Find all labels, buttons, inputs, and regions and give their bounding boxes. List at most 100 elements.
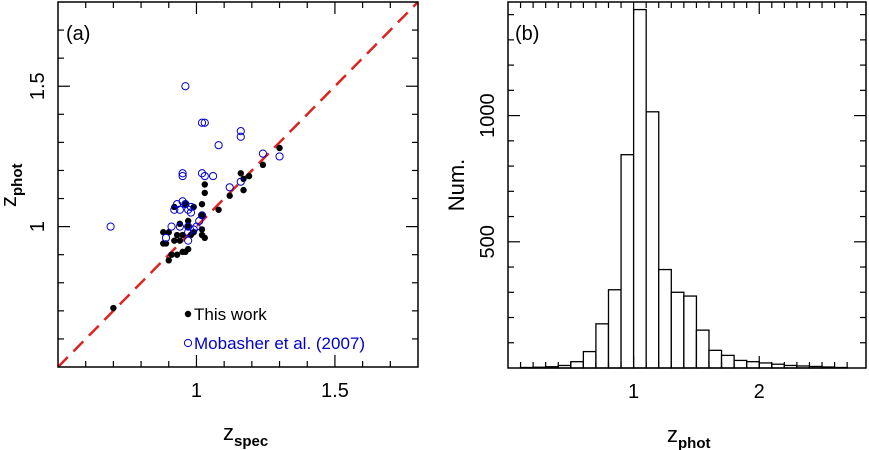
data-point-mobasher (236, 127, 245, 136)
panel-b: (b) 1 2 500 1000 zphot Num. (444, 1, 867, 450)
data-point-this-work (110, 304, 117, 312)
data-point-mobasher (197, 211, 207, 220)
data-point-this-work (184, 245, 192, 253)
data-point-mobasher (181, 82, 190, 91)
data-point-this-work (171, 237, 178, 244)
one-to-one-reference-line (58, 2, 418, 367)
histogram-bar (670, 291, 685, 369)
x-axis-label-main: z (223, 420, 234, 445)
data-point-mobasher (106, 222, 115, 231)
histogram-bar (695, 329, 710, 369)
histogram-bar (607, 289, 622, 369)
panel-a-frame (57, 1, 419, 368)
histogram-bar (733, 359, 748, 369)
data-point-mobasher (178, 171, 187, 181)
histogram-bar (683, 295, 698, 369)
data-point-this-work (215, 206, 222, 213)
data-point-mobasher (189, 225, 198, 234)
histogram-bars (519, 8, 848, 369)
data-point-this-work (237, 170, 244, 177)
panel-b-frame (507, 1, 867, 369)
legend-label-this-work: This work (194, 305, 267, 324)
data-point-mobasher (186, 202, 196, 212)
y-tick-label: 1.5 (27, 72, 49, 100)
histogram-bar (708, 349, 723, 369)
data-point-mobasher (175, 222, 184, 231)
data-point-this-work (198, 212, 206, 219)
histogram-bar (720, 354, 735, 369)
data-point-mobasher (200, 118, 209, 127)
data-point-this-work (259, 161, 267, 169)
x-axis-label: zphot (667, 422, 710, 450)
data-point-mobasher (178, 197, 187, 206)
histogram-bar (620, 154, 635, 369)
data-point-this-work (184, 217, 192, 225)
x-tick-label: 2 (754, 381, 765, 403)
histogram-bar (658, 268, 672, 369)
histogram-bar (570, 361, 585, 369)
data-point-this-work (245, 172, 253, 180)
panel-a-ticks (58, 2, 418, 367)
data-point-this-work (201, 234, 208, 242)
histogram-bar (746, 361, 760, 369)
panel-b-ticks (508, 2, 866, 368)
data-point-this-work (165, 229, 172, 236)
legend: This work Mobasher et al. (2007) (183, 305, 365, 353)
data-point-mobasher (184, 236, 193, 245)
data-point-mobasher (258, 149, 268, 158)
scatter-points (106, 82, 284, 312)
x-axis-label-main: z (667, 422, 678, 447)
data-point-mobasher (236, 177, 245, 186)
data-point-mobasher (225, 183, 234, 192)
data-point-this-work (179, 231, 186, 239)
data-point-mobasher (197, 169, 207, 178)
panel-b-label: (b) (515, 23, 539, 45)
data-point-mobasher (186, 208, 196, 217)
y-tick-label: 1000 (477, 93, 499, 138)
y-tick-label: 1 (27, 221, 49, 232)
data-point-mobasher (208, 171, 218, 181)
legend-marker-this-work (184, 310, 192, 318)
data-point-this-work (173, 251, 181, 258)
histogram-bar (632, 8, 647, 369)
data-point-this-work (173, 231, 181, 239)
data-point-this-work (190, 229, 197, 236)
y-axis-label-main: z (0, 196, 21, 207)
data-point-mobasher (167, 222, 176, 231)
data-point-this-work (198, 200, 206, 208)
histogram-bar (758, 362, 773, 369)
data-point-mobasher (275, 152, 284, 161)
panel-a-label: (a) (66, 23, 90, 45)
data-point-mobasher (200, 171, 209, 181)
data-point-this-work (176, 220, 184, 228)
data-point-this-work (240, 186, 247, 194)
data-point-this-work (160, 229, 167, 236)
x-axis-label-subscript: phot (678, 435, 710, 450)
data-point-this-work (226, 192, 233, 199)
data-point-this-work (276, 144, 283, 152)
x-tick-label: 1 (628, 381, 639, 403)
y-axis-label: Num. (444, 159, 469, 212)
data-point-this-work (190, 203, 197, 211)
data-point-this-work (165, 257, 172, 264)
data-point-mobasher (197, 118, 207, 127)
data-point-mobasher (161, 233, 171, 242)
data-point-this-work (198, 226, 206, 233)
data-point-this-work (201, 189, 208, 197)
data-point-mobasher (184, 205, 193, 214)
histogram-bar (645, 111, 660, 369)
x-axis-label-subscript: spec (234, 433, 268, 450)
data-point-this-work (176, 237, 184, 244)
x-tick-label: 1 (191, 380, 202, 402)
legend-label-mobasher: Mobasher et al. (2007) (194, 334, 365, 353)
x-axis-label: zspec (223, 420, 268, 450)
data-point-this-work (162, 240, 170, 247)
data-point-this-work (184, 223, 192, 230)
legend-marker-mobasher (183, 338, 193, 348)
data-point-mobasher (236, 132, 245, 141)
x-tick-label: 1.5 (321, 380, 349, 402)
data-point-mobasher (175, 205, 184, 214)
histogram-bar (595, 323, 610, 369)
data-point-this-work (201, 181, 208, 188)
